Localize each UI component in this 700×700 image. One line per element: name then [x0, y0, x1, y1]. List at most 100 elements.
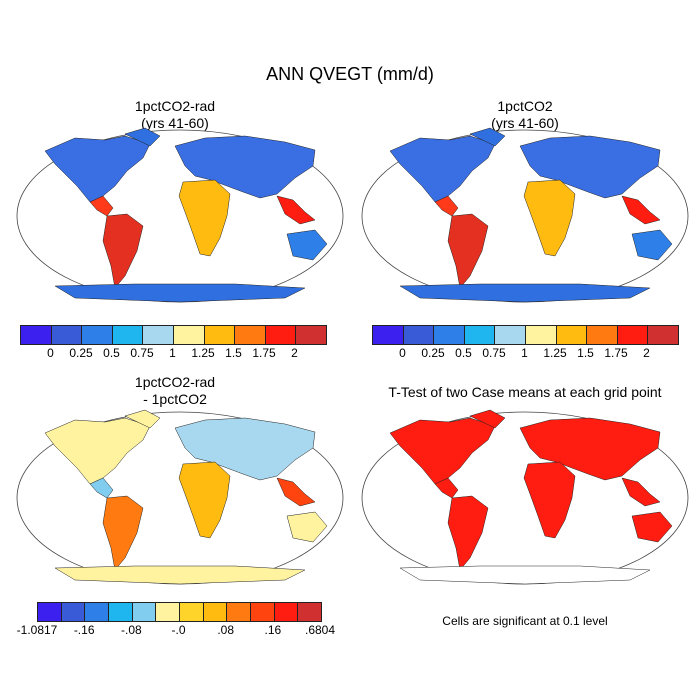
colorbar-tick-label: -1.0817 [16, 623, 58, 637]
colorbar-swatch [203, 603, 228, 621]
colorbar-swatch [495, 326, 526, 344]
colorbar-tick-label: 2 [291, 346, 298, 360]
colorbar-labels-1pctco2: 0 0.25 0.5 0.75 1 1.25 1.5 1.75 2 [372, 346, 677, 362]
colorbar-swatch [298, 603, 322, 621]
colorbar-tick-label: -.08 [120, 623, 142, 637]
continent-antarctica [399, 565, 651, 585]
colorbar-tick-label: 1.25 [543, 346, 567, 360]
panel-title-difference: 1pctCO2-rad - 1pctCO2 [10, 374, 340, 408]
panel-title-line2: (yrs 41-60) [491, 115, 559, 131]
region-southeast-asia [621, 477, 661, 507]
continent-africa [178, 461, 231, 539]
continent-europe-asia [174, 417, 316, 481]
colorbar-tick-label: 1.75 [252, 346, 276, 360]
colorbar-1pctco2-rad [20, 325, 327, 345]
continent-europe-asia [519, 135, 661, 199]
region-southeast-asia [276, 477, 316, 507]
panel-title-1pctco2: 1pctCO2 (yrs 41-60) [360, 98, 690, 132]
colorbar-tick-label: 0 [399, 346, 406, 360]
continent-antarctica [399, 283, 651, 303]
colorbar-swatch [587, 326, 618, 344]
colorbar-tick-label: 0.75 [130, 346, 154, 360]
colorbar-tick-label: -.16 [73, 623, 95, 637]
colorbar-swatch [235, 326, 266, 344]
continent-africa [523, 179, 576, 257]
continent-australia [286, 229, 328, 261]
colorbar-tick-label: 0.75 [482, 346, 506, 360]
continent-europe-asia [519, 417, 661, 481]
significance-note: Cells are significant at 0.1 level [442, 614, 608, 628]
continent-australia [631, 511, 673, 543]
continent-africa [523, 461, 576, 539]
panel-title-line1: 1pctCO2-rad [134, 98, 216, 114]
colorbar-swatch [648, 326, 678, 344]
colorbar-swatch [132, 603, 157, 621]
continent-north-america [44, 135, 151, 203]
colorbar-swatch [617, 326, 649, 344]
colorbar-tick-label: 0.25 [69, 346, 93, 360]
continent-north-america [389, 135, 496, 203]
continent-europe-asia [174, 135, 316, 199]
colorbar-swatch [525, 326, 557, 344]
colorbar-tick-label: 0 [47, 346, 54, 360]
panel-title-ttest: T-Test of two Case means at each grid po… [355, 384, 695, 401]
continent-greenland [469, 127, 506, 147]
colorbar-swatch [556, 326, 588, 344]
map-1pctco2-rad [16, 127, 344, 303]
colorbar-tick-label: 2 [643, 346, 650, 360]
region-southeast-asia [276, 195, 316, 225]
colorbar-swatch [156, 603, 181, 621]
continent-south-america [447, 495, 489, 571]
colorbar-swatch [85, 603, 110, 621]
region-southeast-asia [621, 195, 661, 225]
continent-north-america [389, 417, 496, 485]
colorbar-swatch [227, 603, 252, 621]
colorbar-swatch [21, 326, 52, 344]
continent-central-america [434, 195, 459, 217]
colorbar-swatch [296, 326, 326, 344]
colorbar-swatch [109, 603, 133, 621]
map-difference [16, 409, 344, 585]
colorbar-1pctco2 [372, 325, 679, 345]
colorbar-swatch [204, 326, 236, 344]
colorbar-tick-label: 0.25 [421, 346, 445, 360]
colorbar-swatch [38, 603, 62, 621]
colorbar-tick-label: .08 [217, 623, 234, 637]
panel-title-line2: (yrs 41-60) [141, 115, 209, 131]
colorbar-swatch [173, 326, 205, 344]
colorbar-swatch [251, 603, 275, 621]
colorbar-swatch [265, 326, 297, 344]
colorbar-swatch [403, 326, 435, 344]
continent-antarctica [54, 283, 306, 303]
colorbar-swatch [434, 326, 465, 344]
colorbar-difference [37, 602, 322, 622]
colorbar-swatch [373, 326, 404, 344]
colorbar-swatch [180, 603, 204, 621]
continent-greenland [124, 127, 161, 147]
panel-title-line1: 1pctCO2 [497, 98, 553, 114]
continent-south-america [102, 213, 144, 289]
continent-central-america [89, 195, 114, 217]
colorbar-swatch [112, 326, 144, 344]
colorbar-tick-label: .16 [264, 623, 282, 637]
continent-greenland [469, 409, 506, 429]
panel-title-line1: 1pctCO2-rad [134, 374, 216, 390]
map-1pctco2 [361, 127, 689, 303]
continent-north-america [44, 417, 151, 485]
continent-greenland [124, 409, 161, 429]
continent-south-america [102, 495, 144, 571]
colorbar-tick-label: 1.75 [604, 346, 628, 360]
panel-title-1pctco2-rad: 1pctCO2-rad (yrs 41-60) [10, 98, 340, 132]
continent-antarctica [54, 565, 306, 585]
colorbar-swatch [274, 603, 299, 621]
continent-australia [631, 229, 673, 261]
continent-central-america [89, 477, 114, 499]
figure-title: ANN QVEGT (mm/d) [266, 64, 434, 84]
panel-title-line1: T-Test of two Case means at each grid po… [388, 384, 662, 400]
panel-title-line2: - 1pctCO2 [143, 391, 207, 407]
continent-africa [178, 179, 231, 257]
colorbar-labels-1pctco2-rad: 0 0.25 0.5 0.75 1 1.25 1.5 1.75 2 [20, 346, 325, 362]
colorbar-tick-label: 0.5 [103, 346, 120, 360]
colorbar-tick-label: 0.5 [455, 346, 472, 360]
map-ttest [361, 409, 689, 585]
